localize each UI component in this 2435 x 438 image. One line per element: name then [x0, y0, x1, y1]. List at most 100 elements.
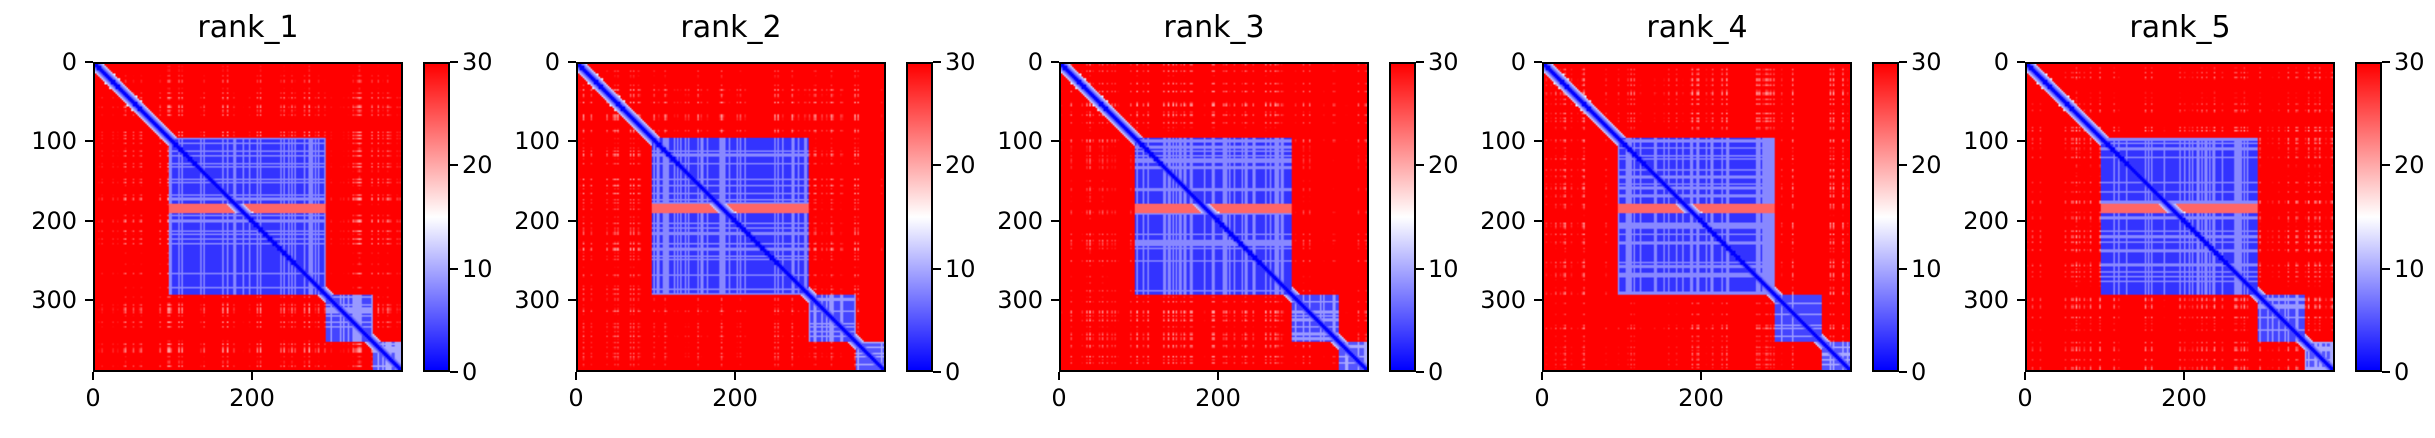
- colorbar-tick-label: 20: [945, 151, 976, 180]
- colorbar-tick-label: 20: [462, 151, 493, 180]
- y-tick-mark: [1051, 61, 1059, 63]
- heatmap-canvas: [95, 64, 401, 370]
- colorbar-tick-mark: [933, 61, 941, 63]
- colorbar-tick-label: 20: [1911, 151, 1942, 180]
- heatmap-plot: [1059, 62, 1369, 372]
- colorbar-tick-label: 30: [945, 48, 976, 76]
- y-tick-mark: [1051, 219, 1059, 222]
- x-tick-label: 200: [2161, 384, 2207, 412]
- colorbar-tick-mark: [450, 267, 458, 270]
- x-tick-label: 0: [85, 384, 101, 412]
- y-tick-label: 100: [1480, 127, 1526, 156]
- x-tick-mark: [1541, 372, 1543, 380]
- colorbar-tick-mark: [1416, 267, 1424, 270]
- colorbar: [906, 62, 933, 372]
- colorbar-tick-label: 10: [2394, 254, 2425, 283]
- y-tick-mark: [1534, 61, 1542, 63]
- y-tick-mark: [568, 140, 576, 143]
- y-tick-mark: [1534, 219, 1542, 222]
- colorbar-tick-label: 0: [2394, 358, 2410, 386]
- y-tick-label: 0: [1510, 48, 1526, 76]
- y-tick-label: 200: [997, 206, 1043, 235]
- colorbar-tick-mark: [450, 61, 458, 63]
- heatmap-canvas: [578, 64, 884, 370]
- x-tick-label: 0: [1051, 384, 1067, 412]
- colorbar-tick-label: 10: [462, 254, 493, 283]
- colorbar-tick-label: 10: [1428, 254, 1459, 283]
- x-tick-label: 200: [1678, 384, 1724, 412]
- colorbar-tick-label: 0: [1911, 358, 1927, 386]
- y-tick-label: 300: [997, 286, 1043, 315]
- y-tick-mark: [2017, 219, 2025, 222]
- x-tick-mark: [1699, 372, 1702, 380]
- heatmap-plot: [1542, 62, 1852, 372]
- colorbar: [1872, 62, 1899, 372]
- y-tick-mark: [568, 299, 576, 302]
- y-tick-label: 200: [31, 206, 77, 235]
- chart-title: rank_2: [680, 10, 782, 45]
- colorbar: [1389, 62, 1416, 372]
- y-tick-mark: [1534, 140, 1542, 143]
- x-tick-mark: [733, 372, 736, 380]
- x-tick-label: 0: [1534, 384, 1550, 412]
- x-tick-label: 0: [2017, 384, 2033, 412]
- colorbar-tick-mark: [933, 371, 941, 373]
- y-tick-label: 0: [1027, 48, 1043, 76]
- x-tick-label: 0: [568, 384, 584, 412]
- y-tick-mark: [1051, 140, 1059, 143]
- colorbar-tick-mark: [450, 371, 458, 373]
- y-tick-label: 200: [1480, 206, 1526, 235]
- y-tick-mark: [2017, 140, 2025, 143]
- colorbar-tick-mark: [933, 267, 941, 270]
- heatmap-canvas: [2027, 64, 2333, 370]
- y-tick-mark: [85, 219, 93, 222]
- y-tick-label: 100: [31, 127, 77, 156]
- colorbar-tick-label: 0: [462, 358, 478, 386]
- heatmap-canvas: [1061, 64, 1367, 370]
- colorbar-tick-mark: [1899, 164, 1907, 167]
- y-tick-label: 0: [61, 48, 77, 76]
- chart-title: rank_4: [1646, 10, 1748, 45]
- x-tick-mark: [1216, 372, 1219, 380]
- y-tick-mark: [85, 61, 93, 63]
- y-tick-mark: [85, 140, 93, 143]
- heatmap-plot: [93, 62, 403, 372]
- colorbar-tick-mark: [1899, 267, 1907, 270]
- y-tick-mark: [2017, 299, 2025, 302]
- y-tick-label: 300: [1963, 286, 2009, 315]
- y-tick-mark: [1534, 299, 1542, 302]
- y-tick-label: 300: [514, 286, 560, 315]
- heatmap-canvas: [1544, 64, 1850, 370]
- x-tick-mark: [2182, 372, 2185, 380]
- x-tick-mark: [1058, 372, 1060, 380]
- colorbar-tick-label: 20: [2394, 151, 2425, 180]
- colorbar-tick-label: 20: [1428, 151, 1459, 180]
- y-tick-label: 0: [1993, 48, 2009, 76]
- colorbar-tick-label: 10: [945, 254, 976, 283]
- heatmap-plot: [576, 62, 886, 372]
- colorbar-tick-label: 30: [1911, 48, 1942, 76]
- colorbar-tick-mark: [2382, 371, 2390, 373]
- colorbar: [2355, 62, 2382, 372]
- y-tick-mark: [1051, 299, 1059, 302]
- colorbar-tick-mark: [450, 164, 458, 167]
- y-tick-label: 300: [1480, 286, 1526, 315]
- colorbar-tick-label: 0: [1428, 358, 1444, 386]
- y-tick-mark: [568, 61, 576, 63]
- y-tick-mark: [2017, 61, 2025, 63]
- colorbar: [423, 62, 450, 372]
- colorbar-tick-mark: [1416, 61, 1424, 63]
- y-tick-label: 200: [514, 206, 560, 235]
- colorbar-tick-mark: [2382, 267, 2390, 270]
- x-tick-label: 200: [1195, 384, 1241, 412]
- colorbar-tick-mark: [1416, 371, 1424, 373]
- colorbar-tick-mark: [1899, 61, 1907, 63]
- y-tick-label: 100: [514, 127, 560, 156]
- chart-title: rank_1: [197, 10, 299, 45]
- y-tick-mark: [568, 219, 576, 222]
- x-tick-mark: [2024, 372, 2026, 380]
- colorbar-tick-label: 30: [462, 48, 493, 76]
- chart-title: rank_5: [2129, 10, 2231, 45]
- y-tick-label: 300: [31, 286, 77, 315]
